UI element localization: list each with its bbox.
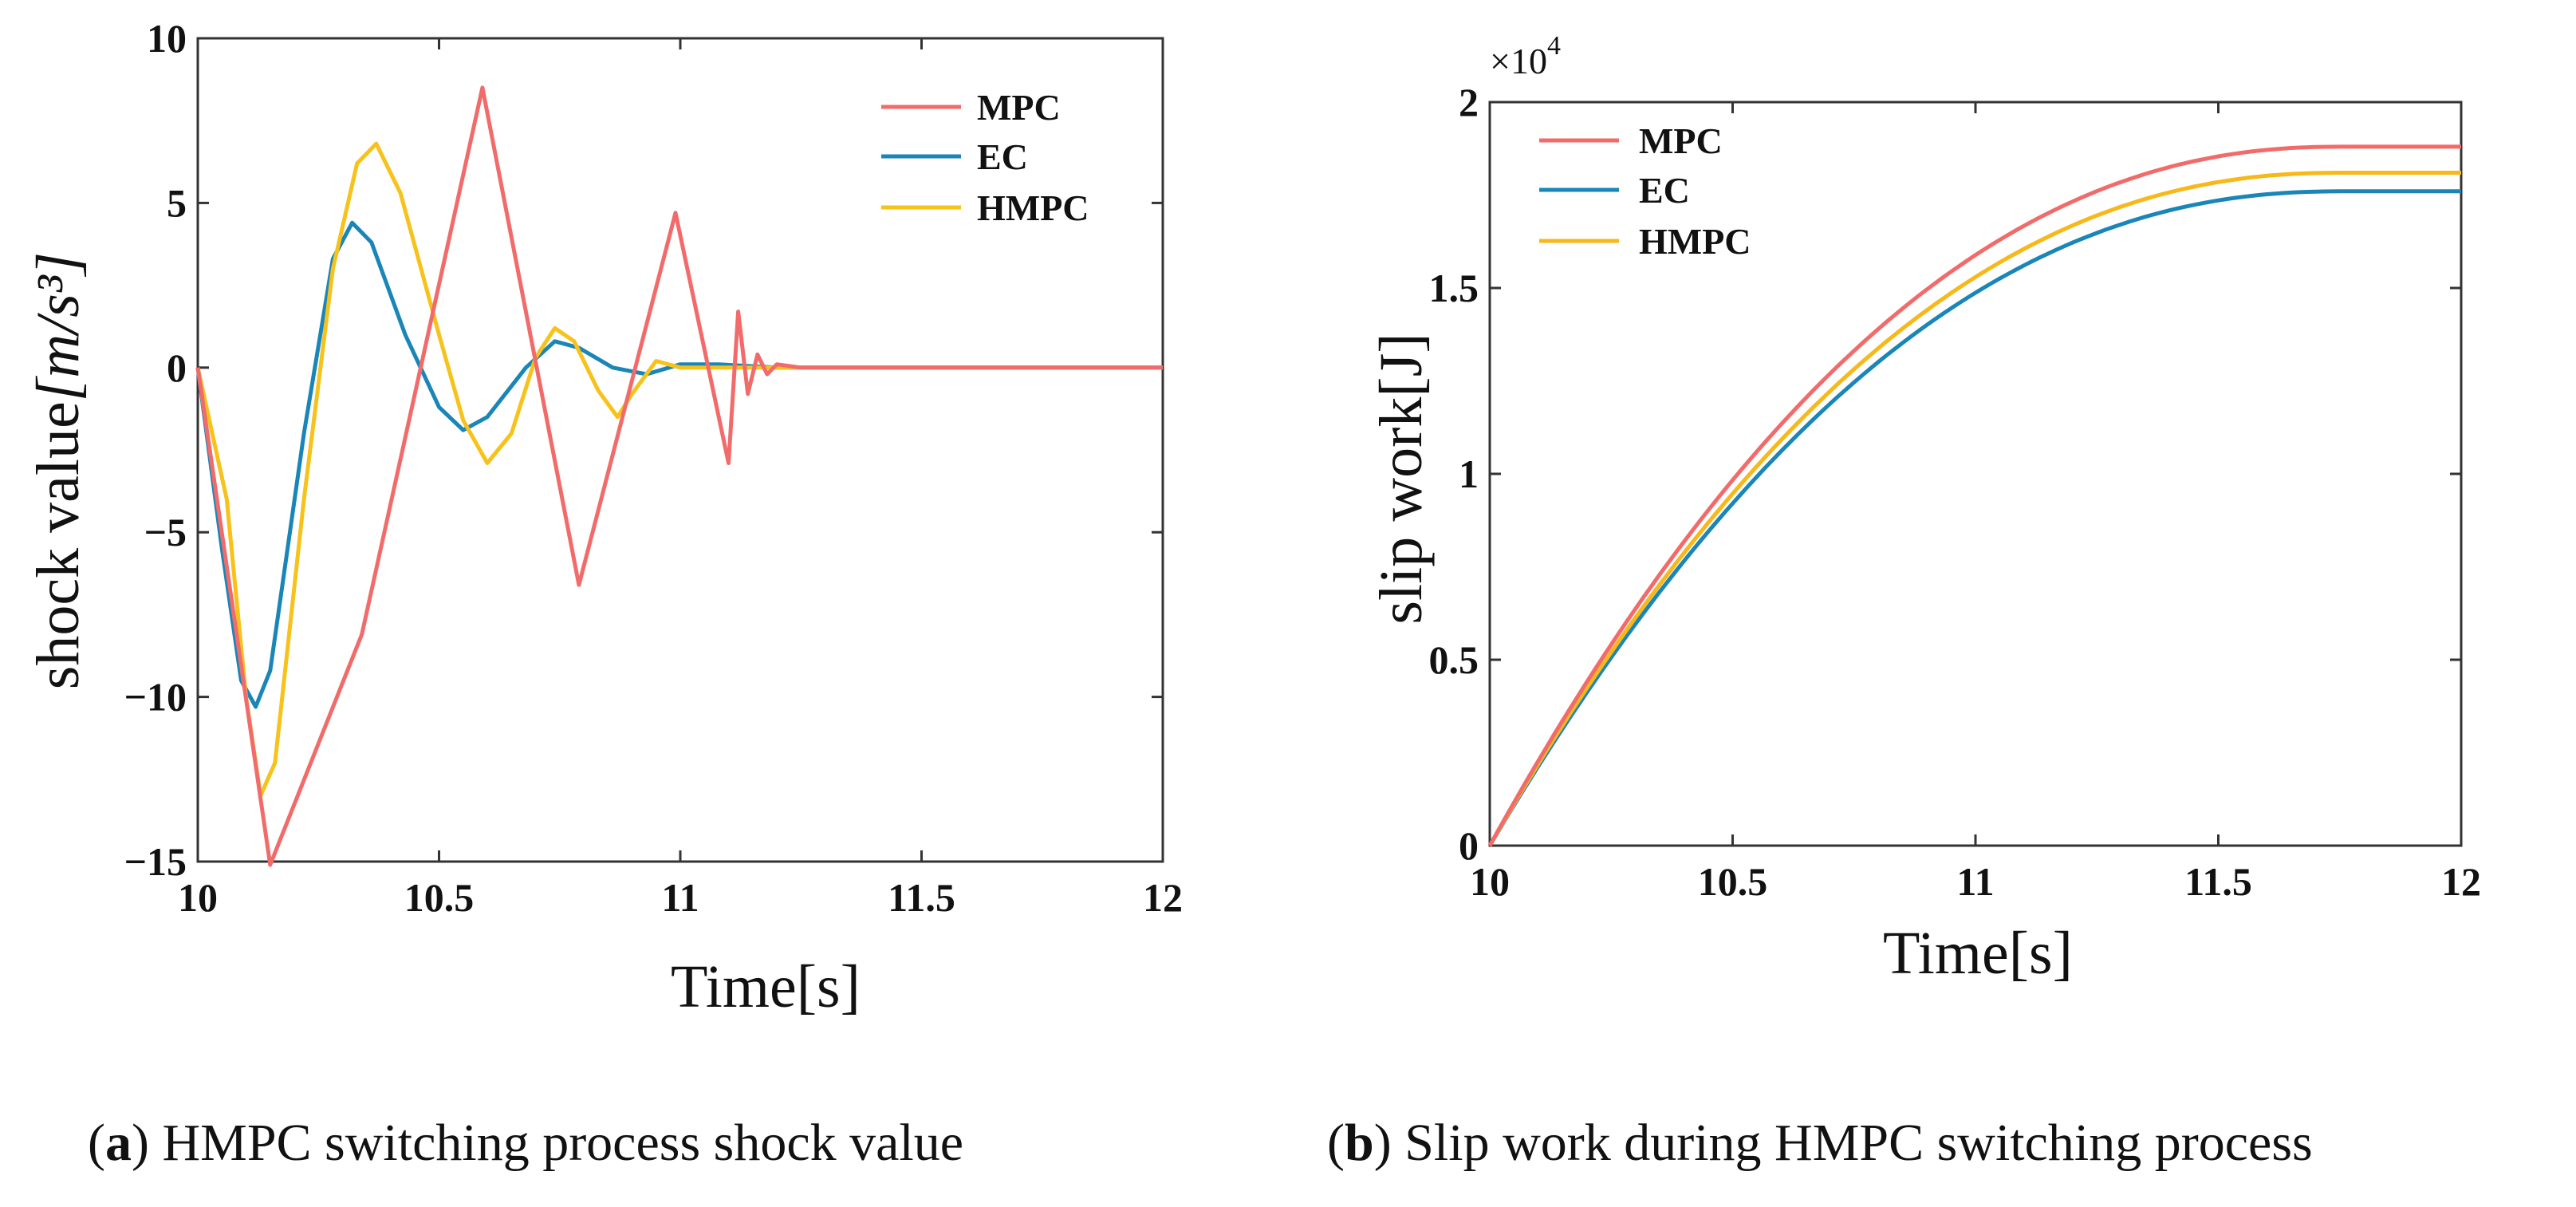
chart-a-ytick-label: 5	[167, 180, 187, 225]
chart-a-xtick-label: 10.5	[404, 875, 475, 920]
caption-b: (b) Slip work during HMPC switching proc…	[1327, 1114, 2313, 1172]
chart-a-series-line-ec	[195, 220, 1163, 709]
chart-b-ytick-label: 2	[1459, 80, 1479, 124]
caption-a-letter: a	[104, 1114, 132, 1172]
chart-b-legend-label-ec: EC	[1639, 170, 1690, 211]
chart-b-ytick-label: 0.5	[1429, 637, 1479, 682]
caption-b-letter: b	[1344, 1114, 1374, 1172]
chart-a-xtick-label: 11	[661, 875, 699, 920]
chart-b-xtick-label: 11	[1956, 859, 1994, 904]
chart-b-multiplier-exp: 4	[1547, 31, 1561, 61]
chart-a-x-axis-label: Time[s]	[671, 953, 861, 1020]
chart-b-series	[1487, 144, 2461, 847]
chart-a-legend: MPC EC HMPC	[881, 87, 1089, 228]
chart-b-series-line-mpc	[1487, 144, 2461, 847]
caption-b-text: Slip work during HMPC switching process	[1404, 1114, 2313, 1172]
chart-a-y-axis-label-unit: [m/s³]	[25, 252, 92, 402]
chart-b-y-axis-label: slip work[J]	[1368, 333, 1435, 624]
chart-a-series-line-hmpc	[195, 141, 1163, 798]
chart-a-ytick-label: −10	[124, 675, 187, 720]
chart-a-xtick-label: 10	[178, 875, 218, 920]
chart-b-xtick-label: 11.5	[2184, 859, 2252, 904]
chart-b-xtick-label: 12	[2441, 859, 2481, 904]
chart-b-y-multiplier: ×104	[1490, 31, 1561, 81]
chart-a-series	[195, 85, 1163, 867]
chart-a-ytick-label: 0	[167, 345, 187, 390]
chart-b-legend: MPC EC HMPC	[1539, 120, 1751, 262]
chart-b-legend-label-hmpc: HMPC	[1639, 221, 1751, 262]
chart-b-xtick-label: 10	[1470, 859, 1510, 904]
chart-a-ticks: 10 10.5 11 11.5 12 −15 −10 −5 0 5 10	[124, 16, 1184, 920]
chart-b-xtick-label: 10.5	[1698, 859, 1768, 904]
chart-a-ytick-label: −15	[124, 839, 187, 884]
chart-a-ytick-label: 10	[147, 16, 187, 61]
chart-b-series-line-hmpc	[1487, 171, 2461, 847]
chart-a-legend-label-hmpc: HMPC	[977, 187, 1089, 228]
chart-a-y-axis-label-text: shock value	[25, 401, 92, 689]
caption-a: (a) HMPC switching process shock value	[88, 1114, 964, 1172]
chart-a-legend-label-mpc: MPC	[977, 87, 1061, 128]
chart-b-plot-frame	[1488, 101, 2463, 847]
chart-a-xtick-label: 12	[1143, 875, 1183, 920]
chart-a-shock-value: 10 10.5 11 11.5 12 −15 −10 −5 0 5 10 MPC EC HMPC T…	[25, 16, 1183, 1020]
chart-a-series-line-mpc	[195, 85, 1163, 867]
chart-b-x-axis-label: Time[s]	[1883, 920, 2073, 987]
caption-a-text: HMPC switching process shock value	[162, 1114, 964, 1172]
chart-b-ytick-label: 1	[1459, 452, 1479, 496]
chart-b-ytick-label: 1.5	[1429, 266, 1479, 310]
chart-b-legend-label-mpc: MPC	[1639, 120, 1723, 161]
chart-b-multiplier-base: ×10	[1490, 41, 1547, 81]
chart-a-ytick-label: −5	[144, 510, 187, 554]
chart-a-y-axis-label: shock value[m/s³]	[25, 252, 92, 689]
chart-a-legend-label-ec: EC	[977, 136, 1028, 177]
chart-b-ytick-label: 0	[1459, 823, 1479, 868]
chart-b-series-line-ec	[1487, 189, 2461, 847]
chart-a-xtick-label: 11.5	[888, 875, 955, 920]
